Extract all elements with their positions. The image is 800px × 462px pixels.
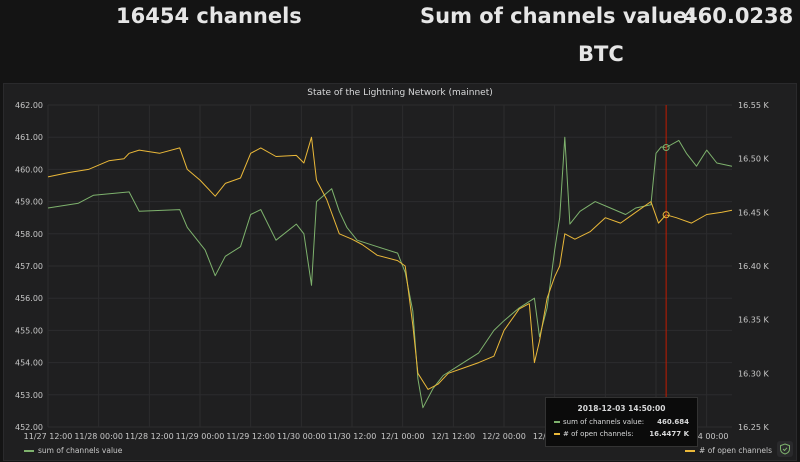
tooltip-label: # of open channels: — [563, 430, 634, 438]
x-tick-label: 11/29 00:00 — [176, 432, 225, 441]
x-tick-label: 11/27 12:00 — [24, 432, 73, 441]
x-tick-label: 11/28 12:00 — [125, 432, 174, 441]
hover-point — [662, 144, 670, 152]
y-right-tick-label: 16.35 K — [738, 316, 769, 325]
series-line-channels — [47, 136, 733, 390]
sum-value-label: Sum of channels value: — [420, 4, 696, 28]
x-tick-label: 11/28 00:00 — [74, 432, 123, 441]
y-left-tick-label: 461.00 — [15, 133, 43, 142]
x-tick-label: 11/29 12:00 — [226, 432, 275, 441]
panel-title[interactable]: State of the Lightning Network (mainnet) — [307, 88, 493, 98]
y-left-tick-label: 456.00 — [15, 294, 43, 303]
y-left-tick-label: 453.00 — [15, 391, 43, 400]
y-left-tick-label: 455.00 — [15, 326, 43, 335]
sum-value-stat: 460.0238 — [683, 4, 794, 28]
x-tick-label: 12/4 00:00 — [685, 432, 729, 441]
legend-label: # of open channels — [699, 446, 772, 455]
y-left-tick-label: 460.00 — [15, 165, 43, 174]
chart-tooltip: 2018-12-03 14:50:00 sum of channels valu… — [545, 397, 698, 447]
x-tick-label: 12/2 00:00 — [482, 432, 526, 441]
tooltip-row-channels: # of open channels: 16.4477 K — [554, 430, 689, 441]
y-right-tick-label: 16.55 K — [738, 101, 769, 110]
tooltip-row-value: sum of channels value: 460.684 — [554, 418, 689, 429]
y-left-tick-label: 462.00 — [15, 101, 43, 110]
y-right-tick-label: 16.25 K — [738, 423, 769, 432]
legend-swatch — [685, 450, 696, 452]
sum-value-unit: BTC — [578, 42, 624, 66]
tooltip-value: 16.4477 K — [649, 430, 689, 438]
x-tick-label: 12/1 00:00 — [381, 432, 425, 441]
x-tick-label: 12/1 12:00 — [432, 432, 476, 441]
y-left-tick-label: 452.00 — [15, 423, 43, 432]
chart-legend: sum of channels value # of open channels — [4, 446, 796, 458]
tooltip-value: 460.684 — [657, 418, 689, 426]
y-left-tick-label: 454.00 — [15, 359, 43, 368]
y-left-tick-label: 458.00 — [15, 230, 43, 239]
tooltip-label: sum of channels value: — [563, 418, 645, 426]
y-left-tick-label: 457.00 — [15, 262, 43, 271]
legend-item-channels[interactable]: # of open channels — [685, 446, 772, 455]
x-tick-label: 11/30 00:00 — [277, 432, 326, 441]
series-swatch — [554, 433, 560, 435]
series-swatch — [554, 421, 560, 423]
line-chart[interactable]: 452.00 453.00 454.00 455.00 456.00 457.00 458.… — [4, 84, 798, 462]
series-line-value — [47, 136, 733, 409]
tooltip-time: 2018-12-03 14:50:00 — [577, 404, 666, 413]
y-right-tick-label: 16.30 K — [738, 369, 769, 378]
shield-icon[interactable] — [777, 441, 793, 457]
y-right-tick-label: 16.50 K — [738, 155, 769, 164]
hover-point — [662, 211, 670, 219]
channels-count-stat: 16454 channels — [116, 4, 302, 28]
x-tick-label: 11/30 12:00 — [328, 432, 377, 441]
y-left-tick-label: 459.00 — [15, 198, 43, 207]
legend-label: sum of channels value — [38, 446, 123, 455]
y-right-tick-label: 16.45 K — [738, 208, 769, 217]
chart-panel[interactable]: State of the Lightning Network (mainnet)… — [3, 83, 797, 461]
legend-item-value[interactable]: sum of channels value — [24, 446, 122, 455]
legend-swatch — [24, 450, 34, 452]
y-right-tick-label: 16.40 K — [738, 262, 769, 271]
